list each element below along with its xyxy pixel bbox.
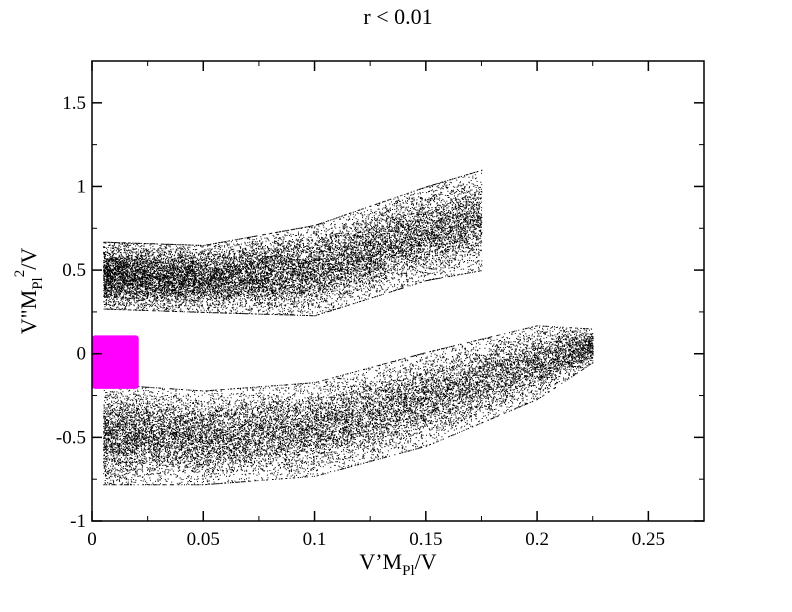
y-tick-label: -1 [70,511,86,532]
x-axis-label: V’MPl/V [359,549,436,579]
data-points-layer [92,169,594,486]
y-tick-label: 1 [77,176,87,197]
x-tick-label: 0.15 [409,529,442,550]
y-tick-label: 0.5 [62,260,86,281]
scatter-points [103,169,594,486]
x-axis-label-text: V’MPl/V [359,549,436,579]
y-tick-label: -0.5 [56,427,86,448]
y-axis-label: V"MPl2/V [12,248,46,335]
black-scatter-series [103,169,594,486]
y-tick-label: 1.5 [62,93,86,114]
x-tick-label: 0.25 [632,529,665,550]
x-tick-label: 0.2 [525,529,549,550]
highlight-region [92,335,139,389]
plot-frame [91,60,705,522]
y-tick-label: 0 [77,344,87,365]
x-tick-label: 0 [87,529,97,550]
x-tick-label: 0.1 [303,529,327,550]
y-axis-label-text: V"MPl2/V [12,248,46,335]
x-tick-label: 0.05 [187,529,220,550]
axis-ticks: 0 0.05 0.1 0.15 0.2 0.25 -1 -0.5 0 0.5 1 1.5 [56,61,704,550]
chart-title: r < 0.01 [363,4,432,29]
magenta-scatter-series [92,335,139,389]
